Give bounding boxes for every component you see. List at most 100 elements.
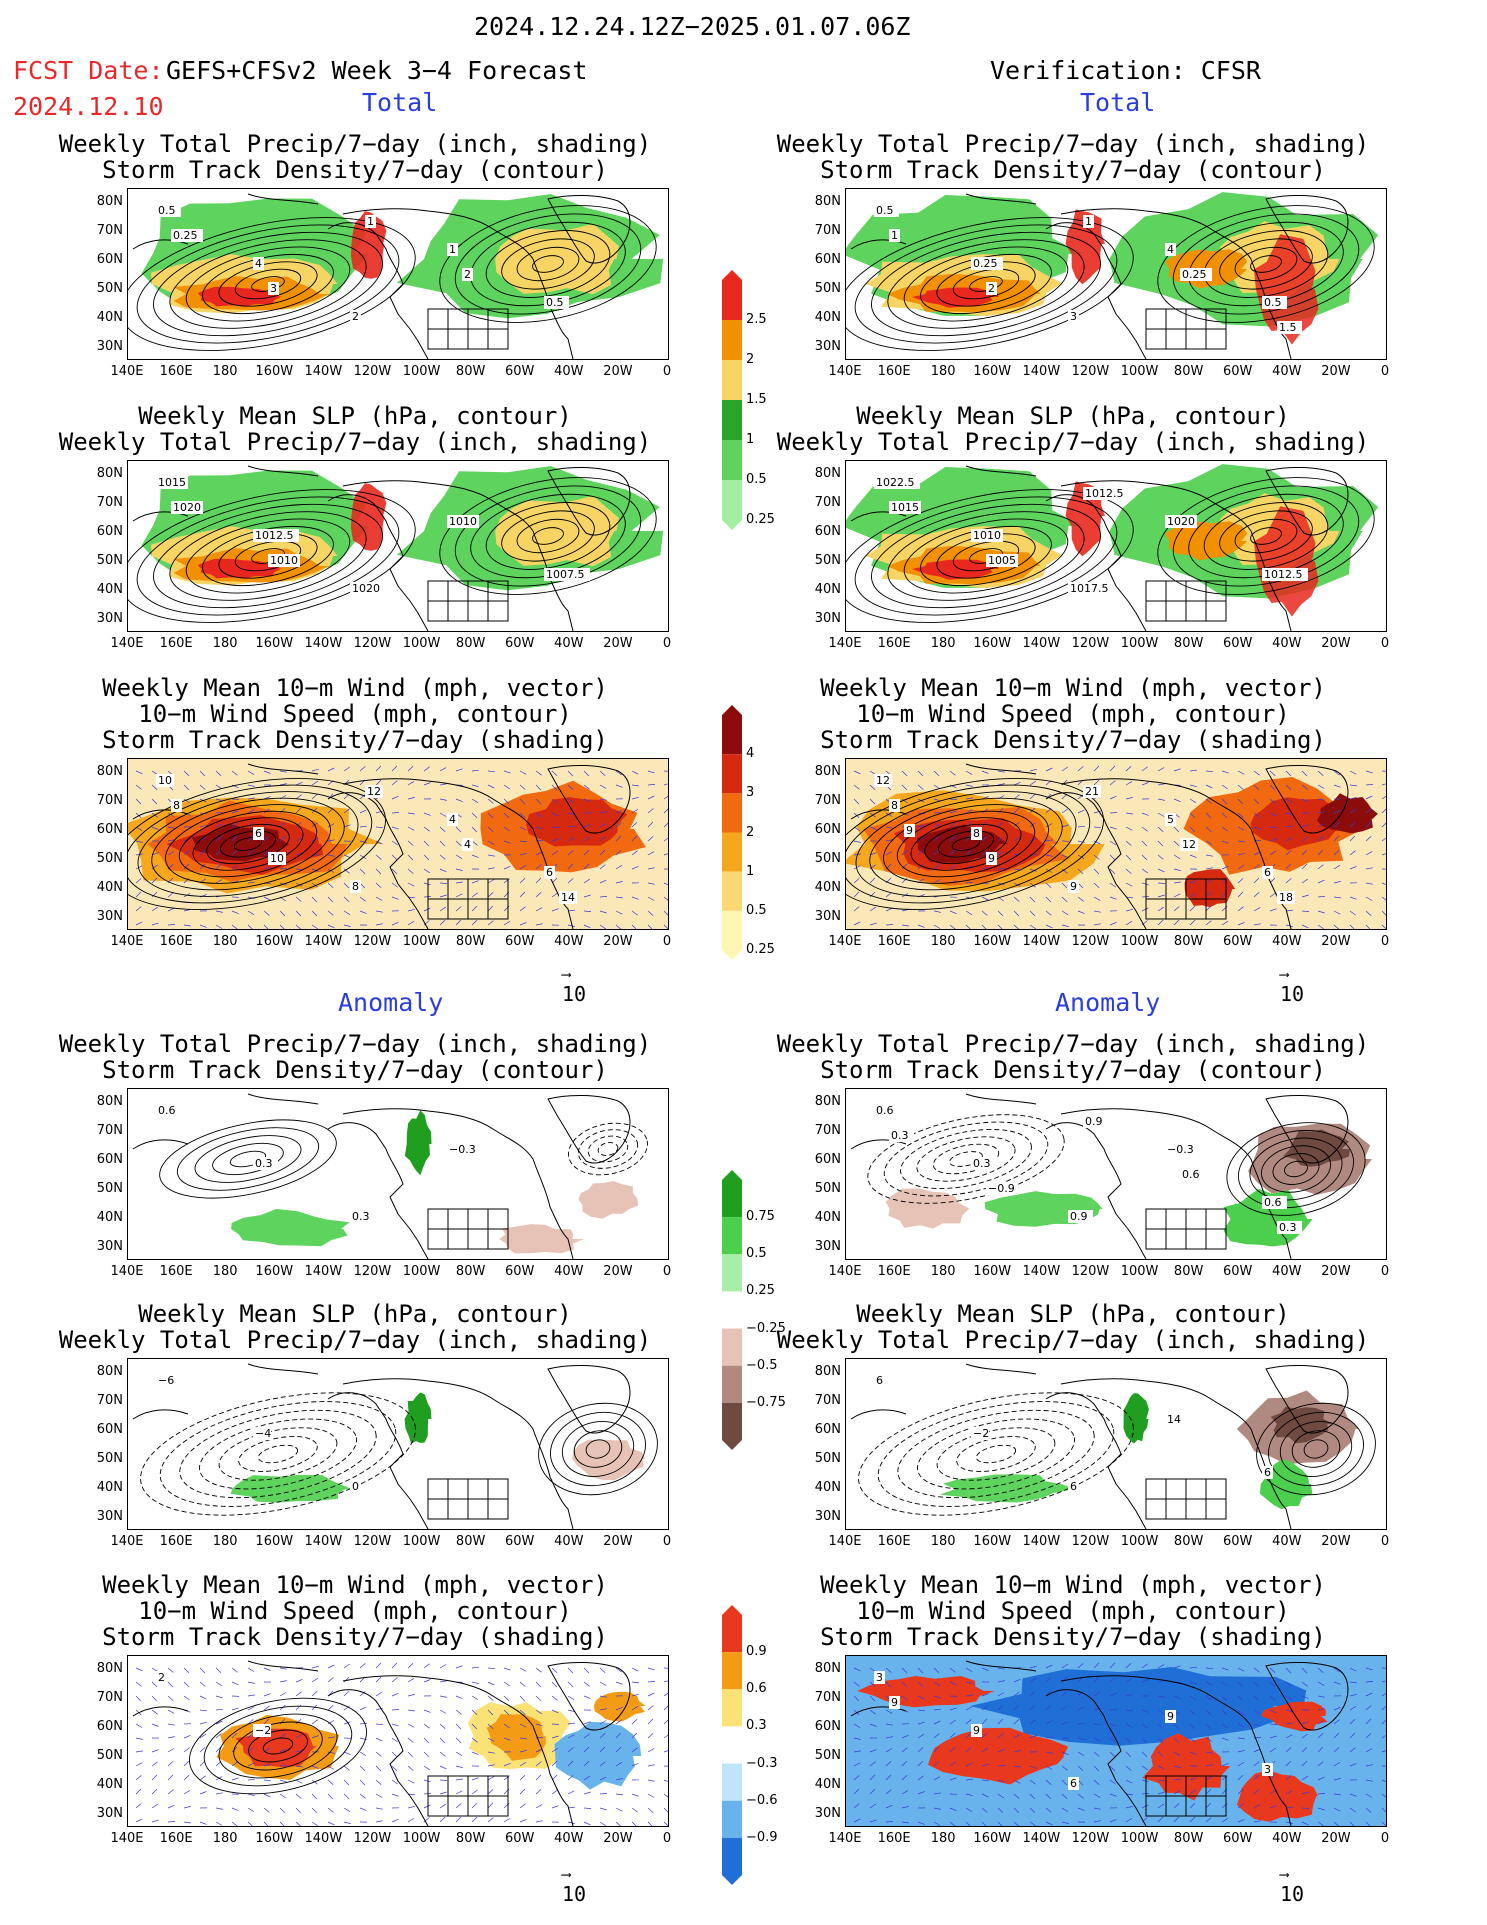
panel-title-line: Weekly Total Precip/7−day (inch, shading… [58,1030,652,1058]
svg-text:4: 4 [255,257,262,270]
lon-tick-label: 60W [505,636,535,651]
panel-title-line: Weekly Total Precip/7−day (inch, shading… [776,1326,1370,1354]
contour-label: 1 [365,215,376,228]
svg-text:6: 6 [1070,1480,1077,1493]
lon-tick-label: 80W [1173,636,1204,651]
svg-text:1015: 1015 [158,476,186,489]
lon-tick-label: 140W [304,1831,343,1846]
lat-tick-label: 30N [814,1806,841,1821]
lon-tick-label: 80W [455,1534,486,1549]
svg-text:6: 6 [1070,1777,1077,1790]
lon-tick-label: 40W [1272,1534,1302,1549]
contour-label: 1010 [447,515,479,528]
fcst-date-value: 2024.12.10 [13,92,164,121]
svg-text:1010: 1010 [973,529,1001,542]
contour-label: 0.3 [971,1157,996,1170]
panel-title-line: Storm Track Density/7−day (contour) [102,156,608,184]
colorbar-label: −0.25 [746,1320,786,1336]
svg-text:21: 21 [1085,785,1099,798]
svg-text:4: 4 [464,838,471,851]
lat-tick-label: 30N [814,1509,841,1524]
svg-text:8: 8 [352,880,359,893]
lat-tick-label: 70N [814,495,841,510]
map-panel-vt-slp-precip: Weekly Mean SLP (hPa, contour) Weekly Tot… [753,404,1403,690]
contour-label: 1010 [971,529,1003,542]
contour-label: 1012.5 [1262,568,1308,581]
svg-text:0.25: 0.25 [173,229,198,242]
svg-text:1012.5: 1012.5 [1085,487,1124,500]
lon-tick-label: 140E [110,636,144,651]
lat-tick-label: 70N [96,1690,123,1705]
contour-label: 2 [156,1671,167,1684]
contour-label: 2 [986,282,997,295]
svg-text:1015: 1015 [891,501,919,514]
lat-tick-label: 80N [96,466,123,481]
colorbar-label: 0.25 [746,1283,775,1299]
contour-label: 14 [1165,1413,1183,1426]
contour-label: 1022.5 [874,476,920,489]
lat-tick-label: 70N [814,1123,841,1138]
contour-label: 9 [904,824,915,837]
lat-tick-label: 70N [814,1393,841,1408]
map-panel-va-precip-track: Weekly Total Precip/7−day (inch, shading… [753,1032,1403,1318]
lon-tick-label: 40W [554,934,584,949]
contour-label: 12 [365,785,383,798]
lon-tick-label: 180 [930,1831,956,1846]
contour-label: 3 [874,1671,885,1684]
lon-tick-label: 20W [1321,1831,1351,1846]
panel-title-line: Weekly Total Precip/7−day (inch, shading… [58,1326,652,1354]
lon-tick-label: 0 [1380,1264,1390,1279]
lon-tick-label: 100W [402,636,441,651]
contour-label: 1015 [889,501,921,514]
lon-tick-label: 140W [304,364,343,379]
panel-title-line: Weekly Mean SLP (hPa, contour) [856,402,1290,430]
lon-tick-label: 0 [1380,934,1390,949]
svg-text:1020: 1020 [352,582,380,595]
lon-tick-label: 140W [304,1534,343,1549]
lat-tick-label: 70N [96,1393,123,1408]
lon-tick-label: 0 [662,364,672,379]
lat-tick-label: 30N [814,611,841,626]
map-plot-area: 12 8 9 5 6 8 9 21 12 18 9 [845,758,1387,930]
lat-tick-label: 50N [814,1451,841,1466]
lon-tick-label: 140E [110,934,144,949]
svg-text:2: 2 [464,268,471,281]
svg-text:0.25: 0.25 [1182,268,1207,281]
panel-title-line: Storm Track Density/7−day (contour) [102,1056,608,1084]
lat-tick-label: 80N [96,1661,123,1676]
contour-label: 1020 [350,582,382,595]
lon-tick-label: 160E [159,636,193,651]
colorbar-label: 4 [746,746,755,762]
svg-text:2: 2 [352,310,359,323]
lon-tick-label: 80W [455,1831,486,1846]
lon-tick-label: 20W [1321,636,1351,651]
lat-tick-label: 50N [814,1181,841,1196]
colorbar-label: 0.5 [746,1246,767,1262]
contour-label: 0.3 [350,1210,375,1223]
lon-tick-label: 40W [554,1534,584,1549]
section-total-left: Total [362,88,438,117]
colorbar-label: 0.25 [746,512,775,527]
lat-tick-label: 30N [96,1509,123,1524]
lon-tick-label: 160E [877,636,911,651]
lon-tick-label: 60W [505,1831,535,1846]
lat-tick-label: 60N [814,1152,841,1167]
contour-label: 18 [1277,891,1295,904]
lon-tick-label: 140E [110,1534,144,1549]
svg-text:12: 12 [1182,838,1196,851]
contour-label: 21 [1083,785,1101,798]
map-plot-area: 1015 1012.5 1020 1010 1007.5 1020 1010 [127,460,669,632]
lon-tick-label: 100W [1120,636,1159,651]
lon-tick-label: 160W [255,1534,294,1549]
lon-tick-label: 160W [973,636,1012,651]
lon-tick-label: 160E [877,1831,911,1846]
svg-text:0.6: 0.6 [876,1104,894,1117]
svg-text:9: 9 [906,824,913,837]
lon-tick-label: 20W [603,1264,633,1279]
lon-tick-label: 80W [455,1264,486,1279]
lon-tick-label: 40W [554,1264,584,1279]
svg-text:2: 2 [158,1671,165,1684]
svg-text:−2: −2 [255,1724,271,1737]
lon-tick-label: 100W [1120,364,1159,379]
lat-tick-label: 40N [96,1777,123,1792]
